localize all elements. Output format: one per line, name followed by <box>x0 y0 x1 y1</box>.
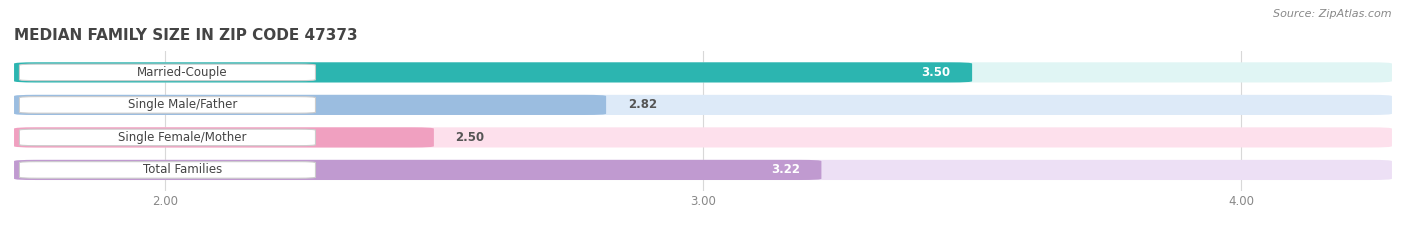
Text: Single Female/Mother: Single Female/Mother <box>118 131 246 144</box>
Text: Married-Couple: Married-Couple <box>136 66 228 79</box>
Text: 2.50: 2.50 <box>456 131 485 144</box>
FancyBboxPatch shape <box>14 160 1392 180</box>
FancyBboxPatch shape <box>14 62 972 82</box>
FancyBboxPatch shape <box>20 162 315 178</box>
FancyBboxPatch shape <box>14 127 434 147</box>
FancyBboxPatch shape <box>20 97 315 113</box>
FancyBboxPatch shape <box>14 95 606 115</box>
Text: 2.82: 2.82 <box>627 98 657 111</box>
Text: MEDIAN FAMILY SIZE IN ZIP CODE 47373: MEDIAN FAMILY SIZE IN ZIP CODE 47373 <box>14 28 357 43</box>
FancyBboxPatch shape <box>14 95 1392 115</box>
FancyBboxPatch shape <box>14 62 1392 82</box>
FancyBboxPatch shape <box>14 127 1392 147</box>
Text: 3.50: 3.50 <box>921 66 950 79</box>
Text: Source: ZipAtlas.com: Source: ZipAtlas.com <box>1274 9 1392 19</box>
Text: Total Families: Total Families <box>142 163 222 176</box>
Text: 3.22: 3.22 <box>770 163 800 176</box>
FancyBboxPatch shape <box>20 129 315 146</box>
Text: Single Male/Father: Single Male/Father <box>128 98 238 111</box>
FancyBboxPatch shape <box>14 160 821 180</box>
FancyBboxPatch shape <box>20 64 315 81</box>
